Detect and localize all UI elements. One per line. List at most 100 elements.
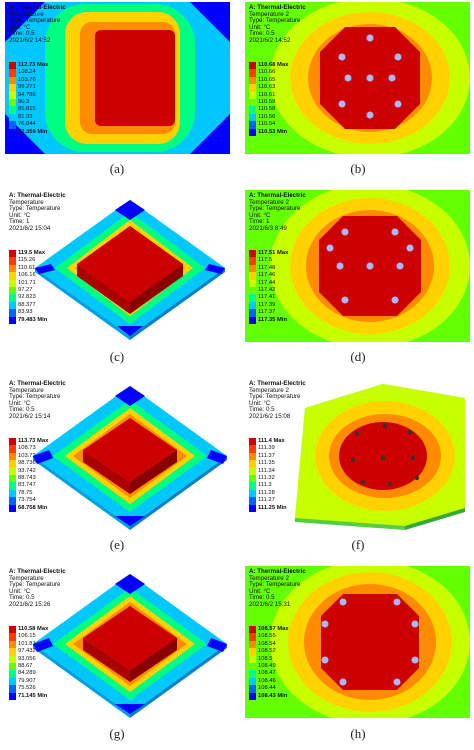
- result-date: 2021/6/2 15:26: [9, 600, 51, 608]
- temperature-contour-plot: [5, 566, 230, 718]
- result-time: Time: 0.5: [9, 30, 35, 38]
- result-header: A: Thermal-Electric Temperature 2 Type: …: [249, 380, 306, 421]
- legend-value: 84.289: [18, 670, 36, 677]
- legend-value: 101.81: [18, 640, 36, 647]
- result-type: Type: Temperature: [9, 17, 61, 25]
- legend-swatch: [9, 121, 16, 129]
- legend-swatch: [9, 670, 16, 678]
- result-time: Time: 1: [9, 218, 30, 226]
- legend-swatch: [249, 677, 256, 686]
- temperature-contour-plot: [245, 190, 470, 342]
- legend-value: 72.359 Min: [18, 128, 48, 135]
- result-header: A: Thermal-Electric Temperature Type: Te…: [9, 380, 66, 421]
- legend-swatch: [9, 489, 16, 498]
- analysis-title: A: Thermal-Electric: [9, 380, 66, 387]
- legend-value: 110.56: [258, 113, 276, 120]
- legend-value: 108.49: [258, 662, 276, 669]
- legend-swatch: [249, 474, 256, 483]
- legend-swatch: [9, 76, 16, 85]
- legend-swatch: [249, 309, 256, 317]
- legend-swatch: [9, 128, 16, 136]
- legend-swatch: [9, 497, 16, 505]
- panel-b: A: Thermal-Electric Temperature 2 Type: …: [245, 2, 470, 154]
- analysis-title: A: Thermal-Electric: [9, 568, 66, 575]
- legend-swatch: [249, 294, 256, 302]
- panel-e: A: Thermal-Electric Temperature Type: Te…: [5, 378, 230, 530]
- legend-value: 103.76: [18, 76, 36, 83]
- legend-swatch: [249, 69, 256, 77]
- result-header: A: Thermal-Electric Temperature Type: Te…: [9, 192, 66, 233]
- panel-c: A: Thermal-Electric Temperature Type: Te…: [5, 190, 230, 342]
- result-time: Time: 0.5: [9, 406, 35, 414]
- caption-f: (f): [351, 537, 365, 552]
- legend-swatch: [9, 294, 16, 302]
- legend-value: 111.4 Max: [258, 438, 285, 444]
- legend-value: 85.815: [18, 106, 36, 113]
- result-header: A: Thermal-Electric Temperature Type: Te…: [9, 568, 66, 609]
- legend-value: 98.736: [18, 460, 36, 467]
- legend-swatch: [9, 69, 16, 77]
- legend-swatch: [249, 106, 256, 114]
- legend-swatch: [249, 286, 256, 295]
- legend-value: 97.432: [18, 648, 36, 655]
- legend-swatch: [249, 257, 256, 265]
- temperature-contour-plot: [245, 378, 470, 530]
- caption-e: (e): [109, 537, 125, 552]
- legend-swatch: [9, 316, 16, 324]
- legend-value: 111.35: [258, 460, 275, 467]
- legend-swatch: [249, 445, 256, 453]
- temperature-contour-plot: [5, 2, 230, 154]
- result-name: Temperature 2: [249, 386, 289, 394]
- legend-value: 97.27: [18, 286, 33, 293]
- legend-swatch: [249, 670, 256, 678]
- legend-value: 93.056: [18, 655, 36, 662]
- legend-swatch: [9, 648, 16, 656]
- result-type: Type: Temperature: [9, 393, 61, 401]
- legend-value: 111.25 Min: [258, 504, 287, 511]
- legend-value: 108.73: [18, 445, 36, 452]
- legend-value: 117.48: [258, 264, 276, 271]
- legend-value: 103.72: [18, 452, 36, 459]
- analysis-title: A: Thermal-Electric: [249, 192, 306, 199]
- legend-swatch: [9, 106, 16, 114]
- legend-value: 119.5 Max: [18, 250, 46, 256]
- legend-swatch: [9, 685, 16, 693]
- legend-value: 110.59: [258, 98, 276, 105]
- analysis-title: A: Thermal-Electric: [249, 568, 306, 575]
- legend-value: 83.93: [18, 309, 33, 316]
- legend-swatch: [9, 474, 16, 483]
- legend-value: 111.37: [258, 452, 275, 459]
- legend-value: 110.65: [258, 76, 276, 83]
- legend-value: 108.47: [258, 670, 276, 677]
- legend-value: 101.71: [18, 279, 36, 286]
- legend-swatch: [249, 272, 256, 280]
- legend-value: 110.66: [258, 69, 276, 76]
- legend-value: 75.526: [18, 685, 36, 692]
- legend-swatch: [249, 685, 256, 693]
- result-name: Temperature 2: [249, 574, 289, 582]
- caption-c: (c): [109, 349, 125, 364]
- legend-value: 83.747: [18, 482, 36, 489]
- analysis-title: A: Thermal-Electric: [9, 4, 66, 11]
- result-unit: Unit: °C: [249, 587, 271, 595]
- result-unit: Unit: °C: [9, 399, 31, 407]
- legend-swatch: [249, 467, 256, 475]
- contact-pads: [326, 228, 414, 304]
- result-name: Temperature: [9, 198, 44, 206]
- legend-swatch: [249, 482, 256, 490]
- legend-swatch: [9, 633, 16, 641]
- result-name: Temperature: [9, 386, 44, 394]
- result-time: Time: 1: [249, 218, 270, 226]
- panel-f: A: Thermal-Electric Temperature 2 Type: …: [245, 378, 470, 530]
- legend-swatch: [249, 62, 256, 70]
- result-type: Type: Temperature: [249, 581, 301, 589]
- legend-swatch: [9, 279, 16, 287]
- legend-swatch: [9, 482, 16, 490]
- legend-value: 111.27: [258, 497, 275, 504]
- legend-value: 110.61: [258, 91, 276, 98]
- legend-value: 111.28: [258, 489, 275, 496]
- legend-swatch: [9, 272, 16, 280]
- legend-swatch: [9, 250, 16, 258]
- result-unit: Unit: °C: [9, 23, 31, 31]
- legend-value: 115.26: [18, 257, 36, 264]
